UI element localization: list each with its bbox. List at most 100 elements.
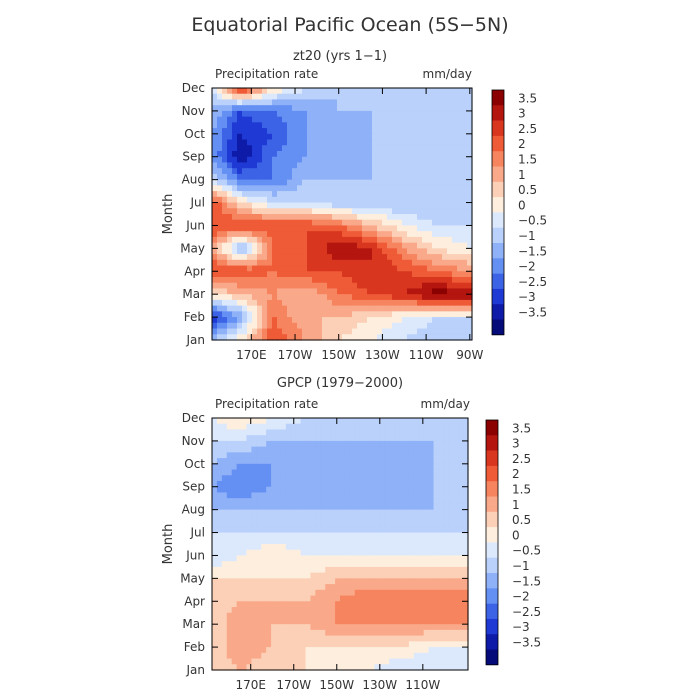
heatmap-cell bbox=[399, 458, 405, 465]
heatmap-cell bbox=[251, 612, 257, 620]
heatmap-cell bbox=[417, 162, 423, 169]
heatmap-cell bbox=[212, 561, 218, 568]
heatmap-cell bbox=[377, 242, 383, 249]
heatmap-cell bbox=[437, 248, 443, 255]
heatmap-cell bbox=[315, 509, 321, 516]
heatmap-cell bbox=[320, 612, 326, 620]
heatmap-cell bbox=[241, 549, 248, 557]
heatmap-cell bbox=[457, 208, 463, 215]
heatmap-cell bbox=[384, 624, 390, 631]
heatmap-cell bbox=[467, 236, 473, 244]
heatmap-cell bbox=[325, 641, 331, 648]
heatmap-cell bbox=[428, 486, 435, 494]
heatmap-cell bbox=[267, 334, 273, 341]
heatmap-cell bbox=[407, 139, 413, 146]
heatmap-cell bbox=[394, 515, 400, 522]
heatmap-cell bbox=[332, 208, 338, 215]
heatmap-cell bbox=[312, 145, 318, 152]
heatmap-cell bbox=[437, 299, 443, 307]
heatmap-cell bbox=[428, 521, 435, 528]
heatmap-cell bbox=[367, 128, 373, 135]
heatmap-cell bbox=[222, 162, 228, 169]
heatmap-cell bbox=[399, 566, 405, 574]
heatmap-cell bbox=[277, 277, 283, 284]
heatmap-cell bbox=[457, 242, 463, 249]
heatmap-cell bbox=[216, 463, 223, 471]
heatmap-cell bbox=[280, 486, 287, 494]
heatmap-cell bbox=[257, 219, 263, 227]
heatmap-cell bbox=[216, 595, 223, 602]
heatmap-cell bbox=[276, 601, 282, 608]
heatmap-cell bbox=[317, 231, 323, 238]
heatmap-cell bbox=[212, 612, 218, 620]
heatmap-cell bbox=[285, 612, 292, 620]
heatmap-cell bbox=[242, 277, 248, 284]
heatmap-cell bbox=[399, 549, 405, 557]
heatmap-cell bbox=[432, 225, 438, 232]
heatmap-cell bbox=[310, 429, 316, 436]
heatmap-cell bbox=[290, 509, 297, 516]
heatmap-cell bbox=[327, 168, 333, 175]
heatmap-cell bbox=[241, 498, 248, 505]
heatmap-cell bbox=[447, 191, 453, 198]
heatmap-cell bbox=[463, 481, 469, 488]
heatmap-cell bbox=[462, 248, 468, 255]
heatmap-cell bbox=[272, 168, 278, 175]
heatmap-cell bbox=[252, 248, 258, 255]
heatmap-cell bbox=[458, 601, 464, 608]
heatmap-cell bbox=[412, 248, 418, 255]
heatmap-cell bbox=[221, 578, 228, 585]
heatmap-cell bbox=[231, 635, 238, 642]
heatmap-cell bbox=[382, 105, 388, 112]
heatmap-cell bbox=[232, 208, 238, 215]
heatmap-cell bbox=[433, 498, 440, 505]
heatmap-cell bbox=[227, 236, 233, 244]
heatmap-cell bbox=[237, 173, 243, 181]
heatmap-cell bbox=[347, 322, 353, 330]
heatmap-cell bbox=[276, 492, 282, 499]
heatmap-cell bbox=[297, 128, 303, 135]
heatmap-cell bbox=[241, 458, 248, 465]
heatmap-cell bbox=[267, 236, 273, 244]
heatmap-cell bbox=[272, 265, 278, 272]
heatmap-cell bbox=[447, 294, 453, 301]
heatmap-cell bbox=[302, 299, 308, 307]
heatmap-cell bbox=[357, 299, 363, 307]
heatmap-cell bbox=[222, 88, 228, 95]
heatmap-cell bbox=[287, 311, 293, 318]
heatmap-cell bbox=[236, 463, 243, 471]
heatmap-cell bbox=[266, 418, 272, 425]
heatmap-cell bbox=[246, 578, 252, 585]
heatmap-cell bbox=[384, 492, 390, 499]
heatmap-cell bbox=[457, 277, 463, 284]
heatmap-cell bbox=[453, 469, 459, 476]
heatmap-cell bbox=[453, 429, 459, 436]
heatmap-cell bbox=[457, 328, 463, 335]
heatmap-cell bbox=[463, 446, 469, 453]
heatmap-cell bbox=[237, 162, 243, 169]
heatmap-cell bbox=[282, 185, 288, 192]
heatmap-cell bbox=[287, 299, 293, 307]
heatmap-cell bbox=[457, 93, 463, 101]
heatmap-cell bbox=[271, 652, 277, 660]
heatmap-cell bbox=[372, 288, 378, 295]
heatmap-cell bbox=[216, 549, 223, 557]
heatmap-cell bbox=[325, 549, 331, 557]
heatmap-cell bbox=[412, 208, 418, 215]
heatmap-cell bbox=[448, 469, 454, 476]
heatmap-cell bbox=[267, 299, 273, 307]
heatmap-cell bbox=[404, 435, 410, 442]
heatmap-cell bbox=[242, 248, 248, 255]
colorbar-label: 1 bbox=[512, 498, 520, 512]
heatmap-cell bbox=[442, 208, 448, 215]
heatmap-cell bbox=[261, 481, 267, 488]
heatmap-cell bbox=[266, 589, 272, 597]
heatmap-cell bbox=[344, 544, 351, 551]
heatmap-cell bbox=[300, 429, 307, 436]
heatmap-cell bbox=[362, 265, 368, 272]
heatmap-cell bbox=[340, 509, 346, 516]
heatmap-cell bbox=[447, 133, 453, 141]
heatmap-cell bbox=[216, 566, 223, 574]
heatmap-cell bbox=[457, 231, 463, 238]
heatmap-cell bbox=[285, 566, 292, 574]
